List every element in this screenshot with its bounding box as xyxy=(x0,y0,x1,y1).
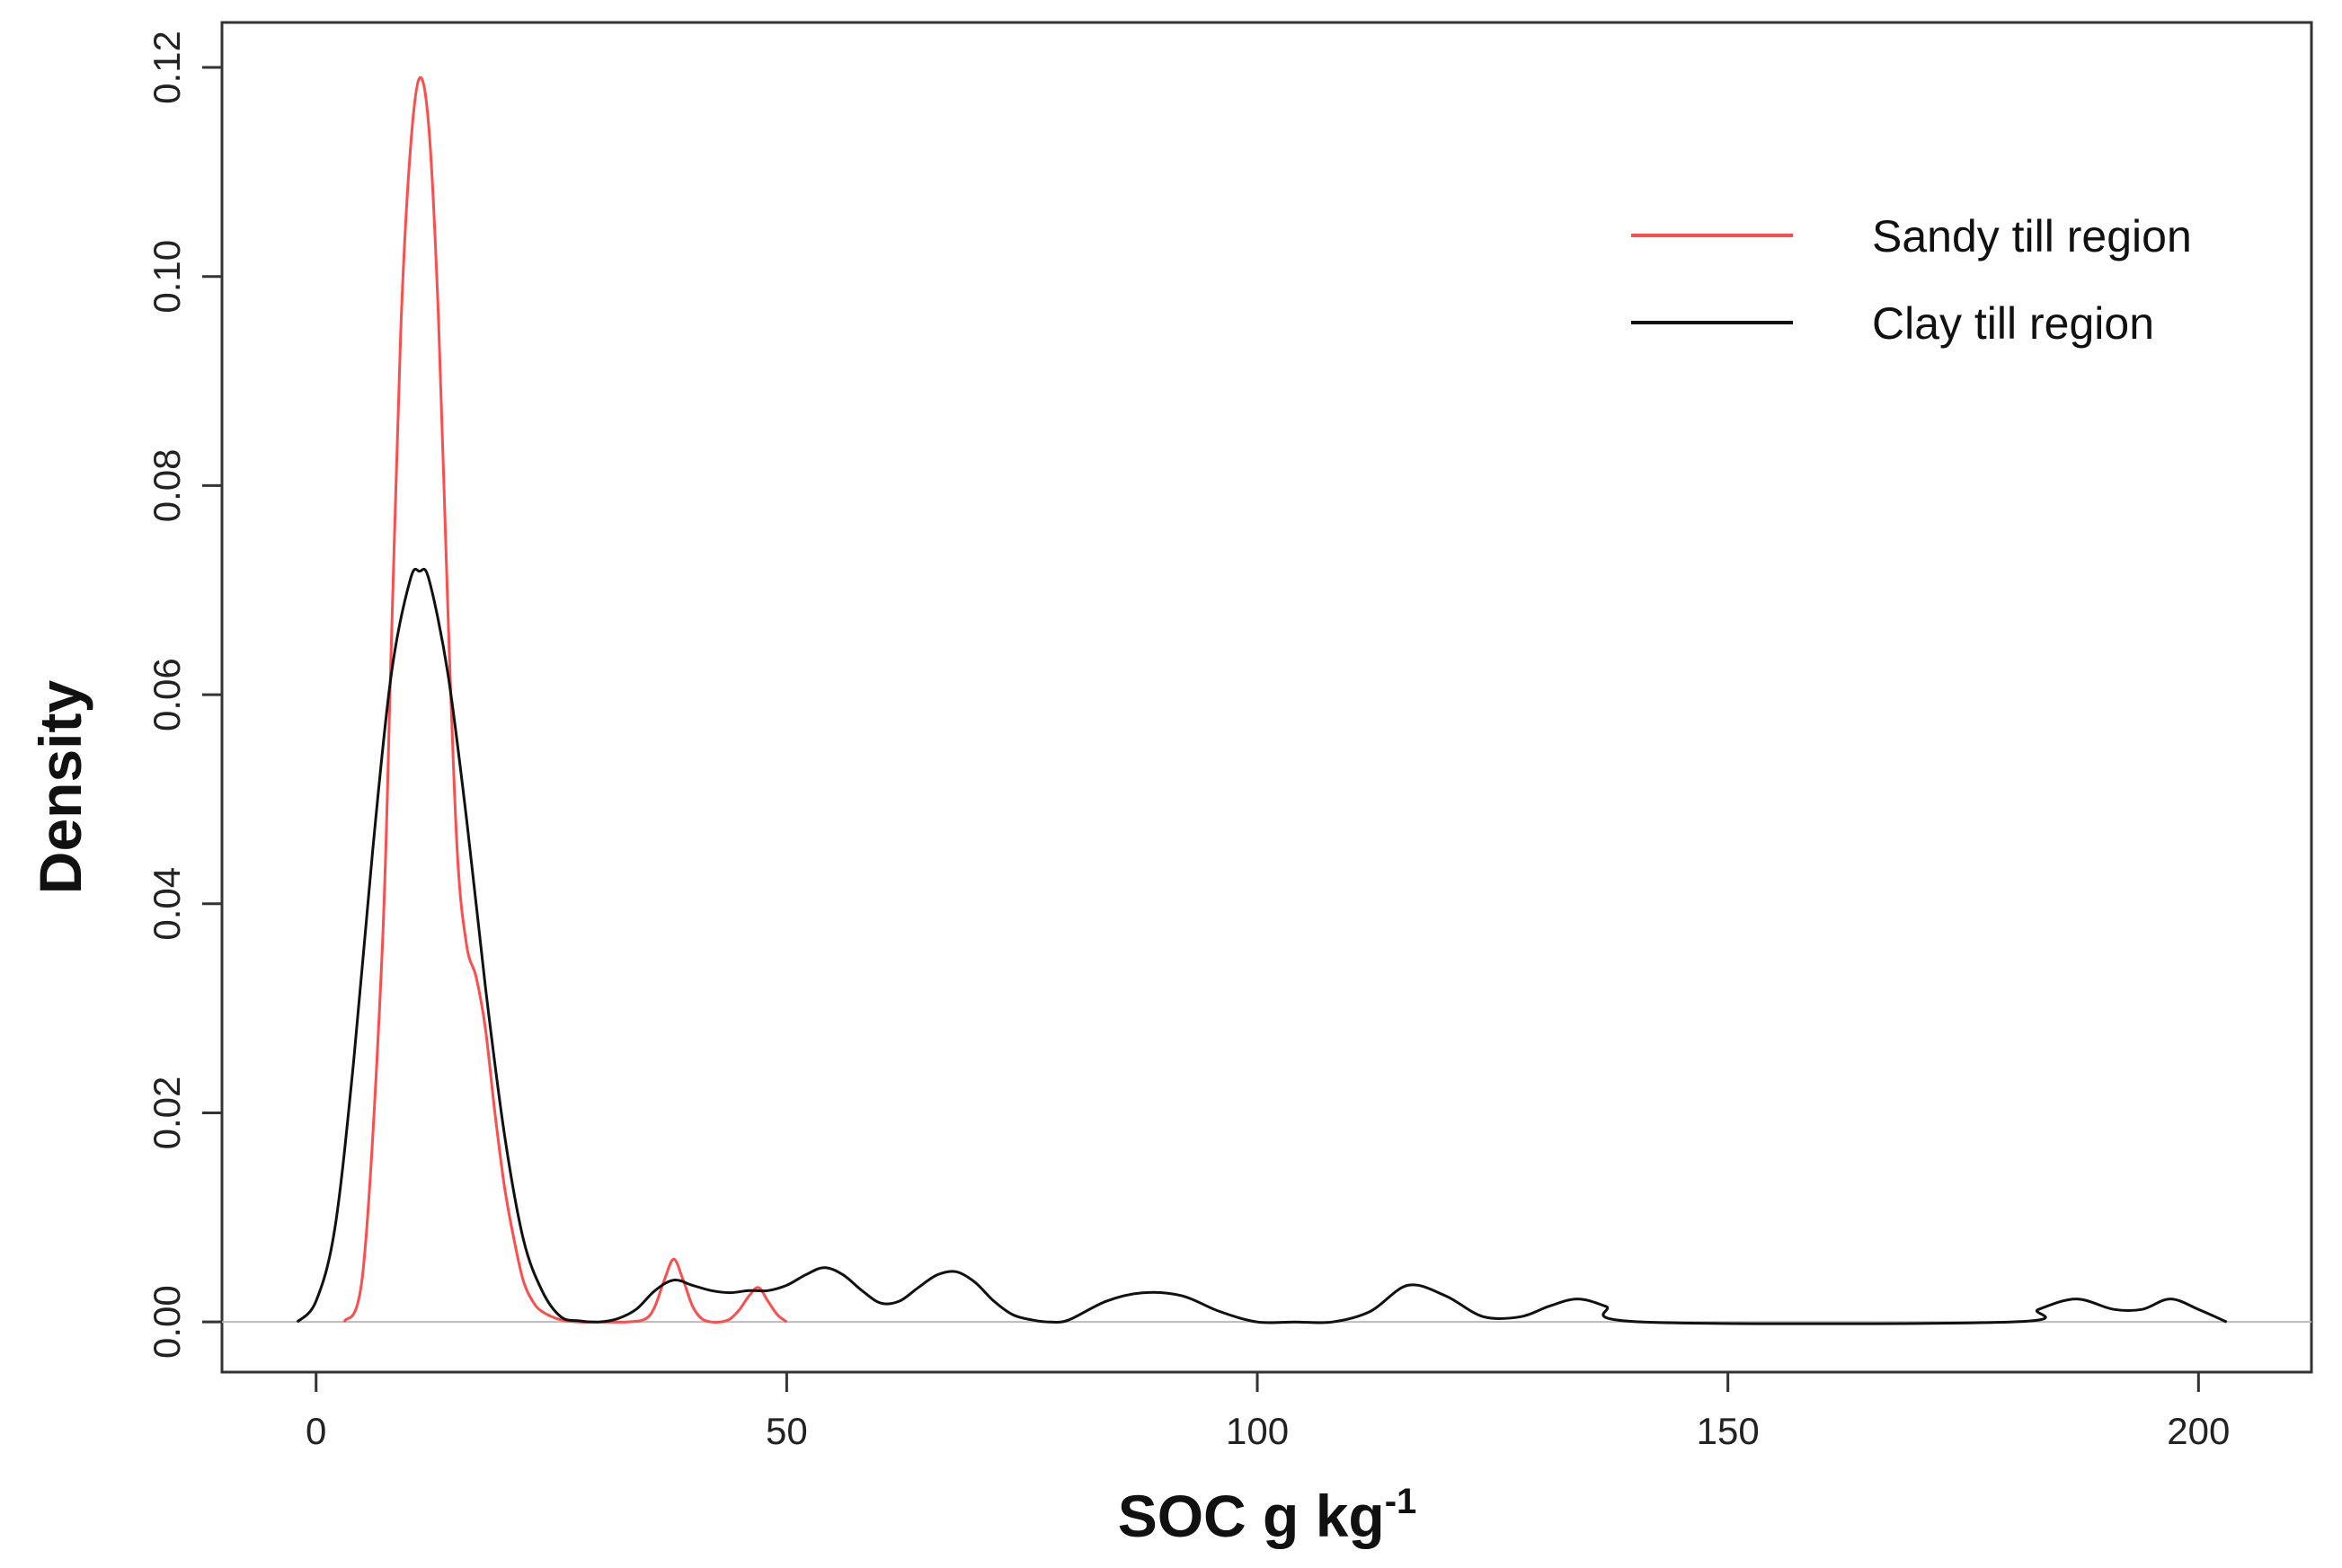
x-tick-label: 150 xyxy=(1697,1410,1760,1452)
x-tick-label: 50 xyxy=(766,1410,808,1452)
y-tick-label: 0.08 xyxy=(146,449,188,523)
y-tick-label: 0.04 xyxy=(146,867,188,941)
y-tick-label: 0.06 xyxy=(146,658,188,731)
x-axis-title-superscript: -1 xyxy=(1385,1482,1417,1521)
series-layer xyxy=(296,75,2228,1325)
legend: Sandy till region Clay till region xyxy=(1631,211,2192,349)
y-tick-label: 0.12 xyxy=(146,31,188,104)
y-axis-title: Density xyxy=(27,680,93,895)
x-tick-label: 100 xyxy=(1226,1410,1289,1452)
legend-label-clay: Clay till region xyxy=(1872,298,2154,349)
y-tick-label: 0.00 xyxy=(146,1285,188,1359)
legend-label-sandy: Sandy till region xyxy=(1872,211,2192,261)
x-axis: 0 50 100 150 200 xyxy=(306,1370,2230,1452)
y-tick-label: 0.10 xyxy=(146,240,188,314)
x-tick-label: 200 xyxy=(2167,1410,2230,1452)
y-tick-label: 0.02 xyxy=(146,1076,188,1150)
series-line-clay xyxy=(296,567,2228,1325)
x-axis-title: SOC g kg-1 xyxy=(1118,1482,1417,1549)
series-line-sandy xyxy=(342,75,788,1324)
x-tick-label: 0 xyxy=(306,1410,326,1452)
y-axis: 0.00 0.02 0.04 0.06 0.08 0.10 0.12 xyxy=(146,31,222,1359)
